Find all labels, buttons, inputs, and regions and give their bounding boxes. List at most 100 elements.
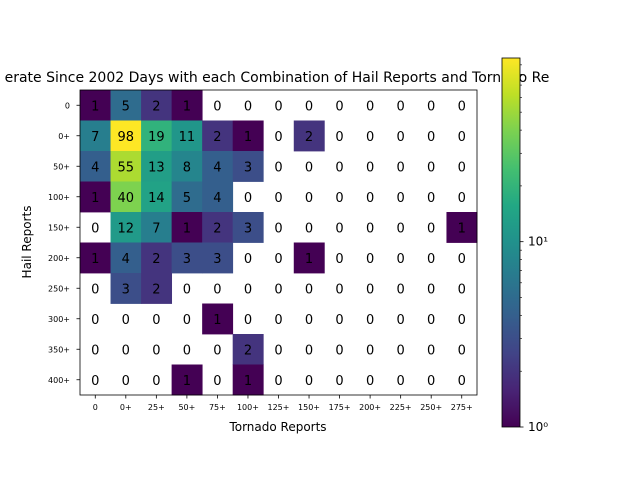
cell-value-label: 1: [244, 374, 252, 389]
heatmap-cell: [141, 212, 173, 243]
cell-value-label: 2: [244, 343, 252, 358]
cell-value-label: 0: [305, 282, 313, 297]
cell-value-label: 0: [122, 343, 130, 358]
cell-value-label: 1: [183, 374, 191, 389]
heatmap-cell: [202, 242, 234, 274]
heatmap-cell: [232, 334, 264, 365]
cell-value-label: 0: [91, 221, 99, 236]
cell-value-label: 12: [118, 221, 135, 236]
cell-value-label: 0: [335, 313, 343, 328]
cell-value-label: 3: [244, 221, 252, 236]
cell-value-label: 0: [122, 313, 130, 328]
y-tick-label: 200+: [48, 254, 70, 263]
cell-value-label: 55: [118, 160, 135, 175]
cell-value-label: 0: [427, 99, 435, 114]
heatmap-cell: [141, 90, 173, 121]
x-tick-label: 100+: [237, 403, 259, 412]
cell-value-label: 19: [148, 130, 165, 145]
x-tick-label: 250+: [420, 403, 442, 412]
cell-value-label: 0: [244, 99, 252, 114]
cell-value-label: 0: [274, 252, 282, 267]
heatmap-cell: [80, 120, 111, 152]
cell-value-label: 0: [305, 191, 313, 206]
cell-value-label: 4: [91, 160, 99, 175]
cell-value-label: 0: [274, 99, 282, 114]
cell-value-label: 0: [335, 160, 343, 175]
x-tick-label: 50+: [178, 403, 195, 412]
cell-value-label: 0: [427, 343, 435, 358]
x-tick-label: 150+: [298, 403, 320, 412]
cell-value-label: 0: [397, 282, 405, 297]
x-axis-ticks: 0 0+ 25+ 50+ 75+ 100+ 125+ 150+ 175+ 200+ 225+ 250+…: [93, 395, 473, 412]
y-tick-label: 50+: [53, 162, 70, 171]
cell-value-label: 0: [335, 130, 343, 145]
cell-value-label: 0: [305, 99, 313, 114]
heatmap-cell: [80, 242, 111, 274]
cell-value-label: 0: [427, 160, 435, 175]
cell-value-label: 0: [183, 343, 191, 358]
cell-value-label: 0: [335, 282, 343, 297]
cell-value-label: 0: [305, 313, 313, 328]
cell-value-label: 0: [244, 282, 252, 297]
heatmap-cell: [202, 303, 234, 335]
cell-value-label: 0: [366, 374, 374, 389]
cell-value-label: 0: [458, 313, 466, 328]
cell-value-label: 0: [91, 313, 99, 328]
cell-value-label: 0: [152, 313, 160, 328]
cell-value-label: 0: [305, 374, 313, 389]
cell-value-label: 0: [458, 160, 466, 175]
cell-value-label: 0: [397, 313, 405, 328]
cell-value-label: 98: [118, 130, 135, 145]
cell-value-label: 0: [427, 313, 435, 328]
heatmap-cell: [446, 212, 478, 243]
cell-value-label: 0: [213, 99, 221, 114]
cell-value-label: 0: [397, 99, 405, 114]
x-axis-label: Tornado Reports: [228, 420, 326, 434]
cell-value-label: 0: [427, 191, 435, 206]
cell-value-label: 1: [244, 130, 252, 145]
cell-value-label: 0: [458, 252, 466, 267]
cell-value-label: 0: [397, 343, 405, 358]
cell-value-label: 4: [213, 160, 221, 175]
y-tick-label: 0+: [58, 132, 70, 141]
heatmap-cell: [202, 120, 234, 152]
cell-value-label: 3: [213, 252, 221, 267]
cell-value-label: 1: [305, 252, 313, 267]
cell-value-label: 11: [179, 130, 196, 145]
cell-value-label: 0: [366, 221, 374, 236]
cell-value-label: 5: [183, 191, 191, 206]
heatmap-cell: [202, 212, 234, 243]
cell-value-label: 0: [274, 221, 282, 236]
x-tick-label: 75+: [209, 403, 226, 412]
cell-value-label: 0: [335, 252, 343, 267]
x-tick-label: 225+: [390, 403, 412, 412]
cell-value-label: 0: [91, 282, 99, 297]
cell-value-label: 0: [274, 374, 282, 389]
heatmap-cell: [141, 242, 173, 274]
heatmap-cell: [171, 181, 203, 213]
y-tick-label: 150+: [48, 223, 70, 232]
cell-value-label: 2: [305, 130, 313, 145]
heatmap-cell: [171, 90, 203, 121]
cell-value-label: 0: [213, 343, 221, 358]
cell-value-label: 0: [366, 99, 374, 114]
cell-value-label: 0: [335, 191, 343, 206]
y-tick-label: 400+: [48, 376, 70, 385]
heatmap-cell: [110, 90, 142, 121]
heatmap-cell: [202, 151, 234, 182]
cell-value-label: 2: [152, 99, 160, 114]
cell-value-label: 0: [366, 160, 374, 175]
heatmap-cell: [171, 212, 203, 243]
cell-value-label: 0: [305, 221, 313, 236]
cell-value-label: 0: [366, 191, 374, 206]
y-tick-label: 300+: [48, 315, 70, 324]
heatmap-cell: [171, 120, 203, 152]
heatmap-cell: [141, 151, 173, 182]
heatmap-cell: [110, 151, 142, 182]
cell-value-label: 5: [122, 99, 130, 114]
cell-value-label: 0: [213, 374, 221, 389]
cell-value-label: 0: [335, 374, 343, 389]
cell-value-label: 7: [152, 221, 160, 236]
cell-value-label: 4: [213, 191, 221, 206]
cell-value-label: 0: [335, 99, 343, 114]
